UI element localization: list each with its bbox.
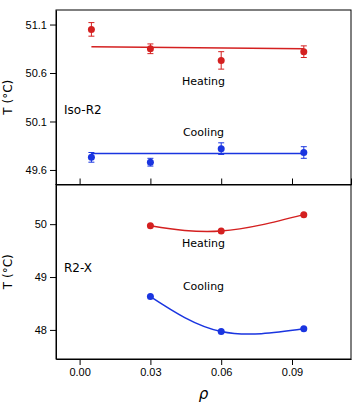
- tick-mark: [50, 121, 56, 122]
- tick: 0.00: [69, 359, 90, 378]
- tick-mark: [150, 179, 151, 185]
- line: [91, 47, 303, 49]
- point: [218, 145, 225, 152]
- plot-frame: [56, 10, 351, 185]
- chart: 49.6 50.1 50.6 51.1 T (°C) Heating Cooling Iso-…: [0, 0, 363, 407]
- point: [218, 328, 225, 335]
- error-bar: [301, 147, 307, 159]
- tick-label: 49.6: [26, 164, 47, 176]
- tick: 50.1: [26, 116, 56, 128]
- tick-mark: [292, 179, 293, 185]
- line: [150, 297, 303, 334]
- point: [147, 293, 154, 300]
- series-label: Cooling: [183, 280, 224, 293]
- tick-mark: [80, 179, 81, 185]
- tick-mark: [292, 359, 293, 365]
- point: [88, 154, 95, 161]
- tick: 51.1: [26, 19, 56, 31]
- y-axis-title: T (°C): [1, 80, 15, 116]
- tick-mark: [150, 359, 151, 365]
- series-label: Heating: [182, 75, 225, 88]
- axis-line: [57, 359, 352, 360]
- point: [147, 45, 154, 52]
- point: [300, 211, 307, 218]
- tick-mark: [50, 330, 56, 331]
- tick: 0.03: [140, 359, 161, 378]
- tick: 49: [35, 271, 56, 283]
- tick-mark: [50, 25, 56, 26]
- tick: [80, 179, 81, 185]
- tick-label: 0.03: [140, 366, 161, 378]
- point: [300, 149, 307, 156]
- line: [150, 215, 303, 232]
- error-bar: [147, 44, 153, 54]
- y-axis: 48 49 50: [35, 185, 57, 360]
- tick: 0.06: [211, 359, 232, 378]
- point: [300, 48, 307, 55]
- line: [91, 153, 303, 155]
- panel: 0.00 0.03 0.06 0.09 48 49 50 T (°C) ρ Heating Cool…: [1, 185, 352, 404]
- tick-label: 50.6: [26, 67, 47, 79]
- error-bar: [218, 143, 224, 155]
- tick: 50.6: [26, 67, 56, 79]
- tick: 48: [35, 324, 56, 336]
- tick-mark: [50, 73, 56, 74]
- tick: [150, 179, 151, 185]
- point: [147, 159, 154, 166]
- tick: [221, 179, 222, 185]
- tick-mark: [80, 359, 81, 365]
- tick-mark: [50, 277, 56, 278]
- tick-label: 0.09: [282, 366, 303, 378]
- error-bar: [88, 153, 94, 163]
- tick-label: 51.1: [26, 19, 47, 31]
- panel: 49.6 50.1 50.6 51.1 T (°C) Heating Cooling Iso-…: [1, 10, 352, 185]
- x-axis-title: ρ: [199, 385, 209, 403]
- error-bar: [88, 23, 94, 37]
- tick-mark: [50, 170, 56, 171]
- tick-mark: [221, 179, 222, 185]
- point: [218, 228, 225, 235]
- y-axis: 49.6 50.1 50.6 51.1: [26, 11, 57, 186]
- point: [300, 325, 307, 332]
- tick-label: 50.1: [26, 116, 47, 128]
- y-axis-title: T (°C): [1, 254, 15, 290]
- tick-mark: [50, 224, 56, 225]
- tick-mark: [221, 359, 222, 365]
- tick: 0.09: [282, 359, 303, 378]
- error-bar: [218, 52, 224, 69]
- x-axis: 0.00 0.03 0.06 0.09: [57, 359, 352, 378]
- marks: [88, 23, 307, 166]
- tick: 50: [35, 218, 56, 230]
- error-bar: [301, 46, 307, 58]
- error-bar: [147, 158, 153, 166]
- axis-line: [56, 11, 57, 186]
- tick-label: 0.06: [211, 366, 232, 378]
- point: [88, 26, 95, 33]
- series-label: Heating: [182, 237, 225, 250]
- panel-label: Iso-R2: [64, 103, 102, 117]
- tick-label: 48: [35, 324, 47, 336]
- tick: 49.6: [26, 164, 56, 176]
- plot-frame: [56, 185, 351, 360]
- point: [218, 57, 225, 64]
- axis-line: [56, 185, 57, 360]
- marks: [147, 211, 307, 335]
- tick-label: 50: [35, 218, 47, 230]
- tick-label: 49: [35, 271, 47, 283]
- tick: [292, 179, 293, 185]
- tick-label: 0.00: [69, 366, 90, 378]
- panel-label: R2-X: [64, 261, 92, 275]
- series-label: Cooling: [183, 126, 224, 139]
- point: [147, 222, 154, 229]
